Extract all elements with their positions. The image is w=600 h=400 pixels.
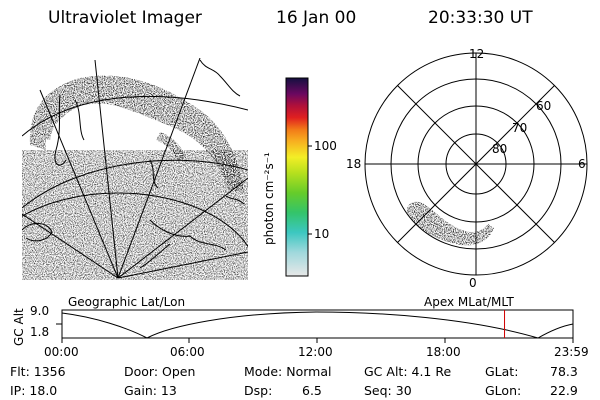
geographic-map bbox=[22, 58, 248, 280]
sequence-number: Seq: 30 bbox=[364, 383, 412, 398]
time-tick-0600: 06:00 bbox=[170, 345, 205, 359]
date-label: 16 Jan 00 bbox=[276, 8, 357, 28]
apex-map-label: Apex MLat/MLT bbox=[424, 295, 514, 309]
glat-label: GLat: bbox=[485, 364, 519, 379]
colorbar-unit-label: photon cm⁻²s⁻¹ bbox=[262, 152, 276, 245]
mlt-label-12: 12 bbox=[469, 47, 485, 61]
ip-value: IP: 18.0 bbox=[10, 383, 58, 398]
color-scale-bar bbox=[285, 77, 309, 277]
colorbar-tick-10: 10 bbox=[314, 227, 330, 241]
geographic-map-label: Geographic Lat/Lon bbox=[68, 295, 186, 309]
mode-status: Mode: Normal bbox=[244, 364, 332, 379]
gc-altitude: GC Alt: 4.1 Re bbox=[364, 364, 452, 379]
mlat-label-80: 80 bbox=[492, 142, 508, 156]
mlat-label-60: 60 bbox=[536, 99, 552, 113]
altitude-tick-low: 1.8 bbox=[30, 325, 50, 339]
gain-value: Gain: 13 bbox=[124, 383, 177, 398]
door-status: Door: Open bbox=[124, 364, 196, 379]
glon-value: 22.9 bbox=[550, 383, 578, 398]
dsp-value: 6.5 bbox=[302, 383, 322, 398]
time-tick-1800: 18:00 bbox=[426, 345, 461, 359]
colorbar-tick-100: 100 bbox=[314, 139, 337, 153]
time-tick-2359: 23:59 bbox=[554, 345, 589, 359]
glon-label: GLon: bbox=[485, 383, 522, 398]
mlt-label-6: 6 bbox=[578, 157, 586, 171]
glat-value: 78.3 bbox=[550, 364, 578, 379]
mlt-label-18: 18 bbox=[346, 157, 362, 171]
app-title: Ultraviolet Imager bbox=[48, 8, 202, 28]
altitude-tick-high: 9.0 bbox=[30, 304, 50, 318]
time-tick-0000: 00:00 bbox=[44, 345, 79, 359]
altitude-axis-label: GC Alt bbox=[12, 308, 26, 346]
mlat-label-70: 70 bbox=[512, 121, 528, 135]
mlt-label-0: 0 bbox=[469, 276, 477, 290]
polar-mlat-mlt-plot bbox=[364, 52, 588, 276]
flight-number: Flt: 1356 bbox=[10, 364, 66, 379]
time-label: 20:33:30 UT bbox=[428, 8, 533, 28]
altitude-plot bbox=[56, 309, 574, 343]
time-tick-1200: 12:00 bbox=[298, 345, 333, 359]
dsp-label: Dsp: bbox=[244, 383, 273, 398]
